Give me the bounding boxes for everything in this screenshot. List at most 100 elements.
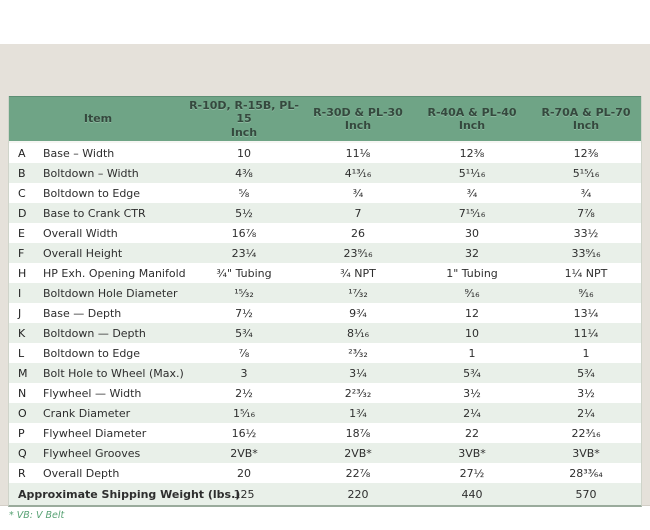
shipping-weight-row: Approximate Shipping Weight (lbs.) 125 2… (9, 483, 641, 505)
cell-value: ¾ (466, 186, 478, 200)
row-letter: C (18, 186, 26, 200)
cell-value: 4⅜ (235, 166, 253, 180)
table-row: N Flywheel — Width 2½ 2²³⁄₃₂ 3½ 3½ (9, 383, 641, 403)
item-header-label: Item (83, 112, 113, 126)
cell-value: 33½ (573, 226, 599, 240)
table-row: C Boltdown to Edge ⅝ ¾ ¾ ¾ (9, 183, 641, 203)
row-item-label: Bolt Hole to Wheel (Max.) (43, 366, 184, 380)
cell-value: 1 (468, 346, 476, 360)
unit-label: Inch (458, 119, 486, 132)
cell-value: 5¾ (463, 366, 481, 380)
row-item-label: Overall Depth (43, 466, 120, 480)
cell-value: 16⅞ (231, 226, 257, 240)
row-letter: I (18, 286, 22, 300)
row-item-label: Overall Height (43, 246, 123, 260)
column-header-model-2: R-30D & PL-30 Inch (301, 97, 415, 141)
row-letter: E (18, 226, 25, 240)
cell-value: 28³³⁄₆₄ (569, 466, 603, 480)
cell-value: 7⅞ (577, 206, 595, 220)
cell-value: 22⅞ (345, 466, 371, 480)
cell-value: 33⁹⁄₁₆ (571, 246, 601, 260)
cell-value: 20 (237, 466, 251, 480)
row-letter: B (18, 166, 26, 180)
cell-value: 220 (347, 487, 369, 501)
cell-value: 23¼ (231, 246, 257, 260)
cell-value: ⅝ (238, 186, 250, 200)
table-row: H HP Exh. Opening Manifold ¾" Tubing ¾ N… (9, 263, 641, 283)
column-header-item: Item (9, 97, 187, 141)
row-letter: L (18, 346, 25, 360)
row-item-label: Boltdown — Depth (43, 326, 146, 340)
row-item-label: Overall Width (43, 226, 118, 240)
row-item-label: Boltdown to Edge (43, 346, 141, 360)
table-row: K Boltdown — Depth 5¾ 8¹⁄₁₆ 10 11¼ (9, 323, 641, 343)
model-names: R-10D, R-15B, PL-15 (189, 98, 299, 126)
unit-label: Inch (572, 119, 600, 132)
cell-value: ²³⁄₃₂ (348, 346, 368, 360)
cell-value: 2VB* (344, 446, 372, 460)
cell-value: 13¼ (573, 306, 599, 320)
cell-value: 7 (354, 206, 362, 220)
cell-value: 11¼ (573, 326, 599, 340)
column-header-model-1: R-10D, R-15B, PL-15 Inch (187, 97, 301, 141)
row-letter: N (18, 386, 27, 400)
table-row: J Base — Depth 7½ 9¾ 12 13¼ (9, 303, 641, 323)
row-letter: F (18, 246, 25, 260)
table-row: B Boltdown – Width 4⅜ 4¹³⁄₁₆ 5¹¹⁄₁₆ 5¹⁵⁄… (9, 163, 641, 183)
cell-value: 440 (461, 487, 483, 501)
cell-value: 18⅞ (345, 426, 371, 440)
row-item-label: HP Exh. Opening Manifold (43, 266, 186, 280)
cell-value: 10 (465, 326, 479, 340)
shipping-weight-label: Approximate Shipping Weight (lbs.) (18, 487, 241, 501)
table-row: I Boltdown Hole Diameter ¹⁵⁄₃₂ ¹⁷⁄₃₂ ⁹⁄₁… (9, 283, 641, 303)
cell-value: 1 (582, 346, 590, 360)
row-item-label: Base to Crank CTR (43, 206, 146, 220)
cell-value: 2¼ (577, 406, 595, 420)
cell-value: 570 (575, 487, 597, 501)
cell-value: 4¹³⁄₁₆ (344, 166, 372, 180)
cell-value: 3VB* (572, 446, 600, 460)
cell-value: ¾ (580, 186, 592, 200)
cell-value: 3 (240, 366, 248, 380)
cell-value: ⅞ (238, 346, 250, 360)
column-header-model-3: R-40A & PL-40 Inch (415, 97, 529, 141)
cell-value: 23⁹⁄₁₆ (343, 246, 373, 260)
row-item-label: Crank Diameter (43, 406, 131, 420)
cell-value: 2VB* (230, 446, 258, 460)
cell-value: ¾" Tubing (216, 266, 272, 280)
table-header-row: Item R-10D, R-15B, PL-15 Inch R-30D & PL… (9, 96, 641, 143)
cell-value: 2½ (235, 386, 253, 400)
cell-value: 32 (465, 246, 479, 260)
cell-value: 22³⁄₁₆ (571, 426, 601, 440)
row-letter: O (18, 406, 27, 420)
cell-value: 5½ (235, 206, 253, 220)
row-letter: A (18, 146, 26, 160)
cell-value: 22 (465, 426, 479, 440)
cell-value: 1¼ NPT (564, 266, 608, 280)
cell-value: ¹⁷⁄₃₂ (348, 286, 368, 300)
cell-value: 1" Tubing (446, 266, 498, 280)
cell-value: 5¹⁵⁄₁₆ (572, 166, 600, 180)
row-item-label: Boltdown – Width (43, 166, 139, 180)
row-letter: K (18, 326, 26, 340)
row-letter: Q (18, 446, 27, 460)
table-background-panel: Item R-10D, R-15B, PL-15 Inch R-30D & PL… (0, 44, 650, 521)
cell-value: 12⅜ (459, 146, 485, 160)
cell-value: 12 (465, 306, 479, 320)
table-row: F Overall Height 23¼ 23⁹⁄₁₆ 32 33⁹⁄₁₆ (9, 243, 641, 263)
cell-value: ⁹⁄₁₆ (464, 286, 480, 300)
table-row: R Overall Depth 20 22⅞ 27½ 28³³⁄₆₄ (9, 463, 641, 483)
cell-value: 2¼ (463, 406, 481, 420)
cell-value: 3¼ (349, 366, 367, 380)
table-row: L Boltdown to Edge ⅞ ²³⁄₃₂ 1 1 (9, 343, 641, 363)
table-row: D Base to Crank CTR 5½ 7 7¹⁵⁄₁₆ 7⅞ (9, 203, 641, 223)
row-letter: H (18, 266, 27, 280)
cell-value: 30 (465, 226, 479, 240)
row-item-label: Boltdown to Edge (43, 186, 141, 200)
table-row: A Base – Width 10 11⅛ 12⅜ 12⅜ (9, 143, 641, 163)
table-row: E Overall Width 16⅞ 26 30 33½ (9, 223, 641, 243)
cell-value: 7½ (235, 306, 253, 320)
cell-value: ¾ NPT (340, 266, 376, 280)
cell-value: 16½ (231, 426, 257, 440)
